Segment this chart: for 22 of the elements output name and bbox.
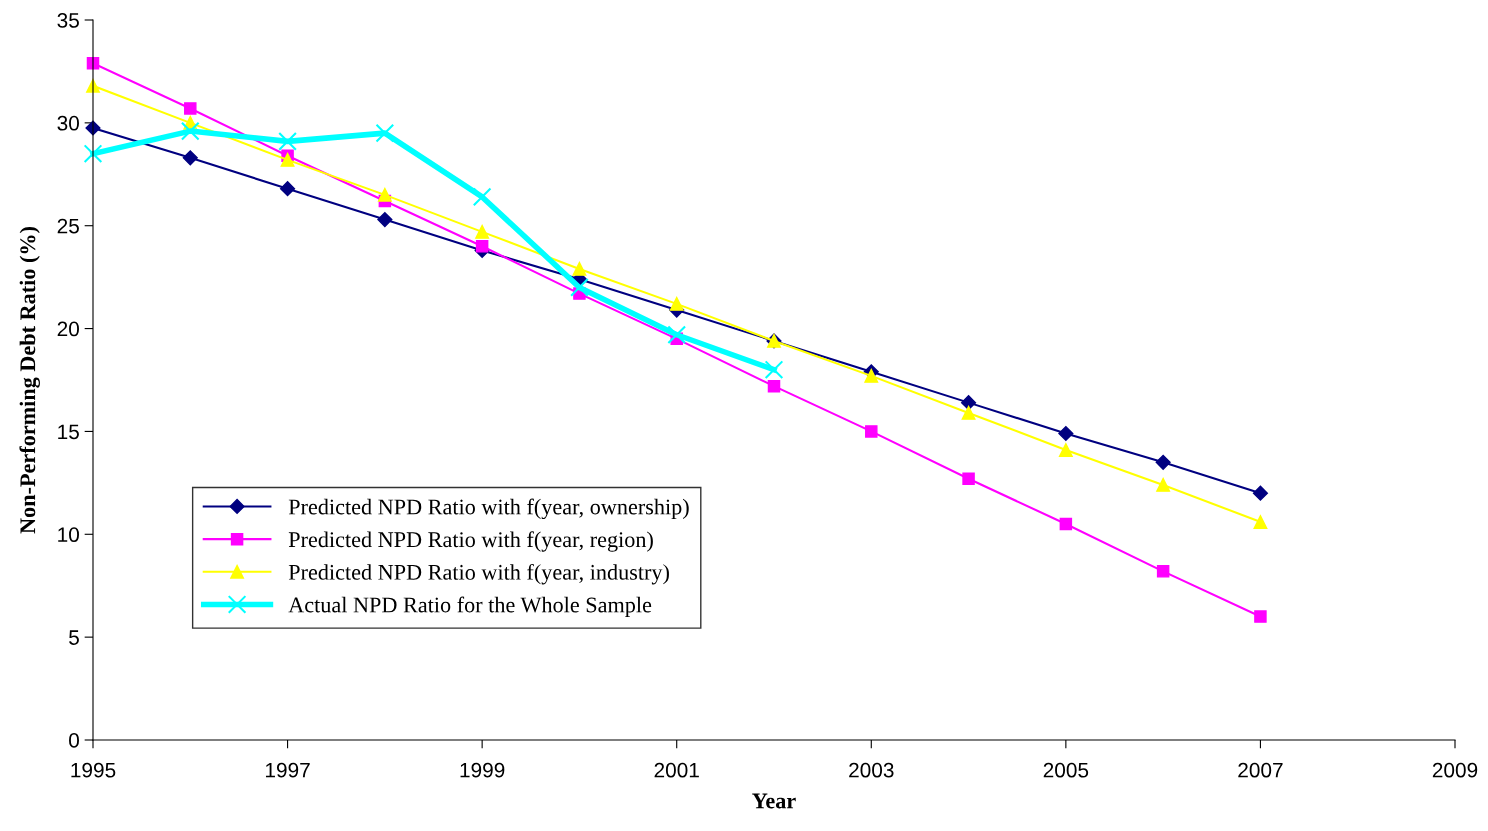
legend-label: Predicted NPD Ratio with f(year, industry) [288,563,669,585]
x-axis-title: Year [752,793,796,809]
legend-label: Predicted NPD Ratio with f(year, ownership) [288,498,689,520]
x-tick-label: 2003 [849,762,894,778]
legend-label: Actual NPD Ratio for the Whole Sample [288,596,652,617]
y-tick-label: 35 [57,13,79,28]
x-tick-label: 1995 [71,762,116,778]
x-tick-label: 2001 [654,762,699,778]
y-tick-label: 5 [69,630,79,645]
y-tick-label: 0 [69,733,79,748]
y-axis-title: Non-Performing Debt Ratio (%) [19,227,40,534]
x-tick-label: 1997 [265,762,310,778]
x-tick-label: 2007 [1238,762,1283,778]
legend-label: Predicted NPD Ratio with f(year, region) [288,531,653,552]
y-tick-label: 10 [58,527,79,543]
y-tick-label: 20 [57,321,79,337]
y-tick-label: 30 [57,115,79,131]
x-tick-label: 2005 [1043,762,1089,778]
y-tick-label: 15 [58,424,79,440]
x-tick-label: 1999 [460,762,505,778]
x-tick-label: 2009 [1432,762,1478,778]
y-tick-label: 25 [57,218,79,234]
